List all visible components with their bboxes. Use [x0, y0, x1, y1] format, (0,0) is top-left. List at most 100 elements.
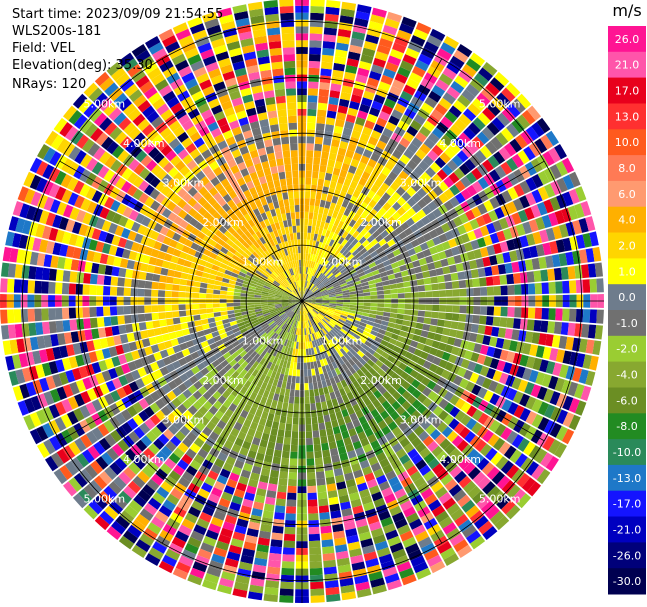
velocity-gate [366, 403, 376, 412]
velocity-gate [95, 349, 105, 361]
velocity-gate [323, 179, 331, 188]
velocity-gate [74, 150, 87, 165]
velocity-gate [282, 281, 288, 287]
velocity-gate [387, 239, 396, 247]
velocity-gate [435, 243, 445, 253]
velocity-gate [368, 571, 383, 582]
velocity-gate [416, 316, 425, 324]
velocity-gate [194, 221, 204, 231]
velocity-gate [151, 426, 163, 438]
velocity-gate [328, 231, 335, 239]
velocity-gate [368, 521, 382, 532]
velocity-gate [239, 369, 248, 378]
velocity-gate [423, 470, 436, 482]
velocity-gate [236, 347, 245, 355]
velocity-gate [75, 283, 83, 295]
velocity-gate [108, 481, 122, 495]
velocity-gate [143, 406, 155, 418]
velocity-gate [57, 333, 66, 346]
velocity-gate [192, 561, 208, 573]
velocity-gate [78, 98, 93, 114]
velocity-gate [105, 380, 116, 392]
velocity-gate [21, 367, 32, 382]
velocity-gate [449, 533, 465, 547]
velocity-gate [232, 195, 241, 205]
velocity-gate [153, 266, 162, 275]
velocity-gate [428, 499, 442, 512]
velocity-gate [322, 301, 330, 304]
velocity-gate [356, 340, 365, 347]
velocity-gate [104, 505, 119, 520]
velocity-gate [2, 246, 12, 262]
velocity-gate [458, 519, 473, 533]
velocity-gate [313, 347, 318, 355]
velocity-gate [240, 386, 248, 395]
velocity-gate [364, 214, 374, 223]
velocity-gate [252, 343, 260, 351]
velocity-gate [319, 311, 326, 317]
velocity-gate [75, 379, 87, 393]
velocity-gate [250, 350, 258, 359]
velocity-gate [68, 283, 77, 295]
velocity-gate [410, 555, 426, 567]
velocity-gate [241, 548, 255, 558]
velocity-gate [209, 326, 218, 333]
velocity-gate [292, 348, 296, 356]
velocity-gate [343, 208, 351, 217]
velocity-gate [282, 315, 288, 321]
velocity-gate [446, 61, 461, 75]
velocity-gate [258, 278, 266, 284]
velocity-gate [351, 355, 359, 364]
velocity-gate [213, 289, 221, 295]
velocity-gate [429, 560, 446, 574]
velocity-gate [474, 439, 487, 452]
velocity-gate [240, 233, 249, 242]
velocity-gate [276, 289, 284, 294]
velocity-gate [542, 346, 552, 360]
velocity-gate [267, 391, 275, 400]
velocity-gate [257, 537, 270, 546]
velocity-gate [391, 400, 401, 411]
velocity-gate [404, 287, 412, 293]
velocity-gate [308, 506, 319, 514]
velocity-gate [341, 591, 357, 601]
velocity-gate [323, 559, 337, 568]
velocity-gate [324, 281, 332, 287]
velocity-gate [411, 292, 419, 298]
velocity-gate [323, 222, 330, 230]
velocity-gate [331, 369, 338, 377]
velocity-gate [273, 414, 281, 423]
velocity-gate [288, 284, 294, 291]
velocity-gate [172, 205, 182, 216]
velocity-gate [409, 254, 419, 262]
velocity-gate [185, 309, 194, 316]
velocity-gate [449, 406, 461, 418]
velocity-gate [305, 191, 311, 199]
velocity-gate [526, 319, 535, 331]
velocity-gate [212, 381, 222, 391]
velocity-gate [118, 117, 132, 131]
velocity-gate [290, 283, 295, 290]
velocity-gate [417, 198, 427, 209]
velocity-gate [434, 226, 445, 236]
velocity-gate [255, 326, 263, 332]
velocity-gate [332, 426, 341, 435]
velocity-gate [328, 291, 336, 295]
velocity-gate [310, 285, 317, 291]
velocity-gate [313, 262, 318, 270]
velocity-gate [309, 33, 323, 41]
velocity-gate [290, 293, 297, 298]
velocity-gate [307, 282, 312, 289]
velocity-gate [457, 271, 466, 280]
velocity-gate [433, 260, 443, 269]
velocity-gate [175, 530, 189, 543]
velocity-gate [217, 207, 226, 217]
velocity-gate [18, 353, 29, 368]
velocity-gate [492, 316, 501, 327]
velocity-gate [447, 372, 457, 383]
velocity-gate [233, 306, 241, 310]
velocity-gate [482, 256, 491, 267]
velocity-gate [260, 350, 267, 358]
velocity-gate [384, 18, 400, 29]
velocity-gate [287, 310, 293, 316]
